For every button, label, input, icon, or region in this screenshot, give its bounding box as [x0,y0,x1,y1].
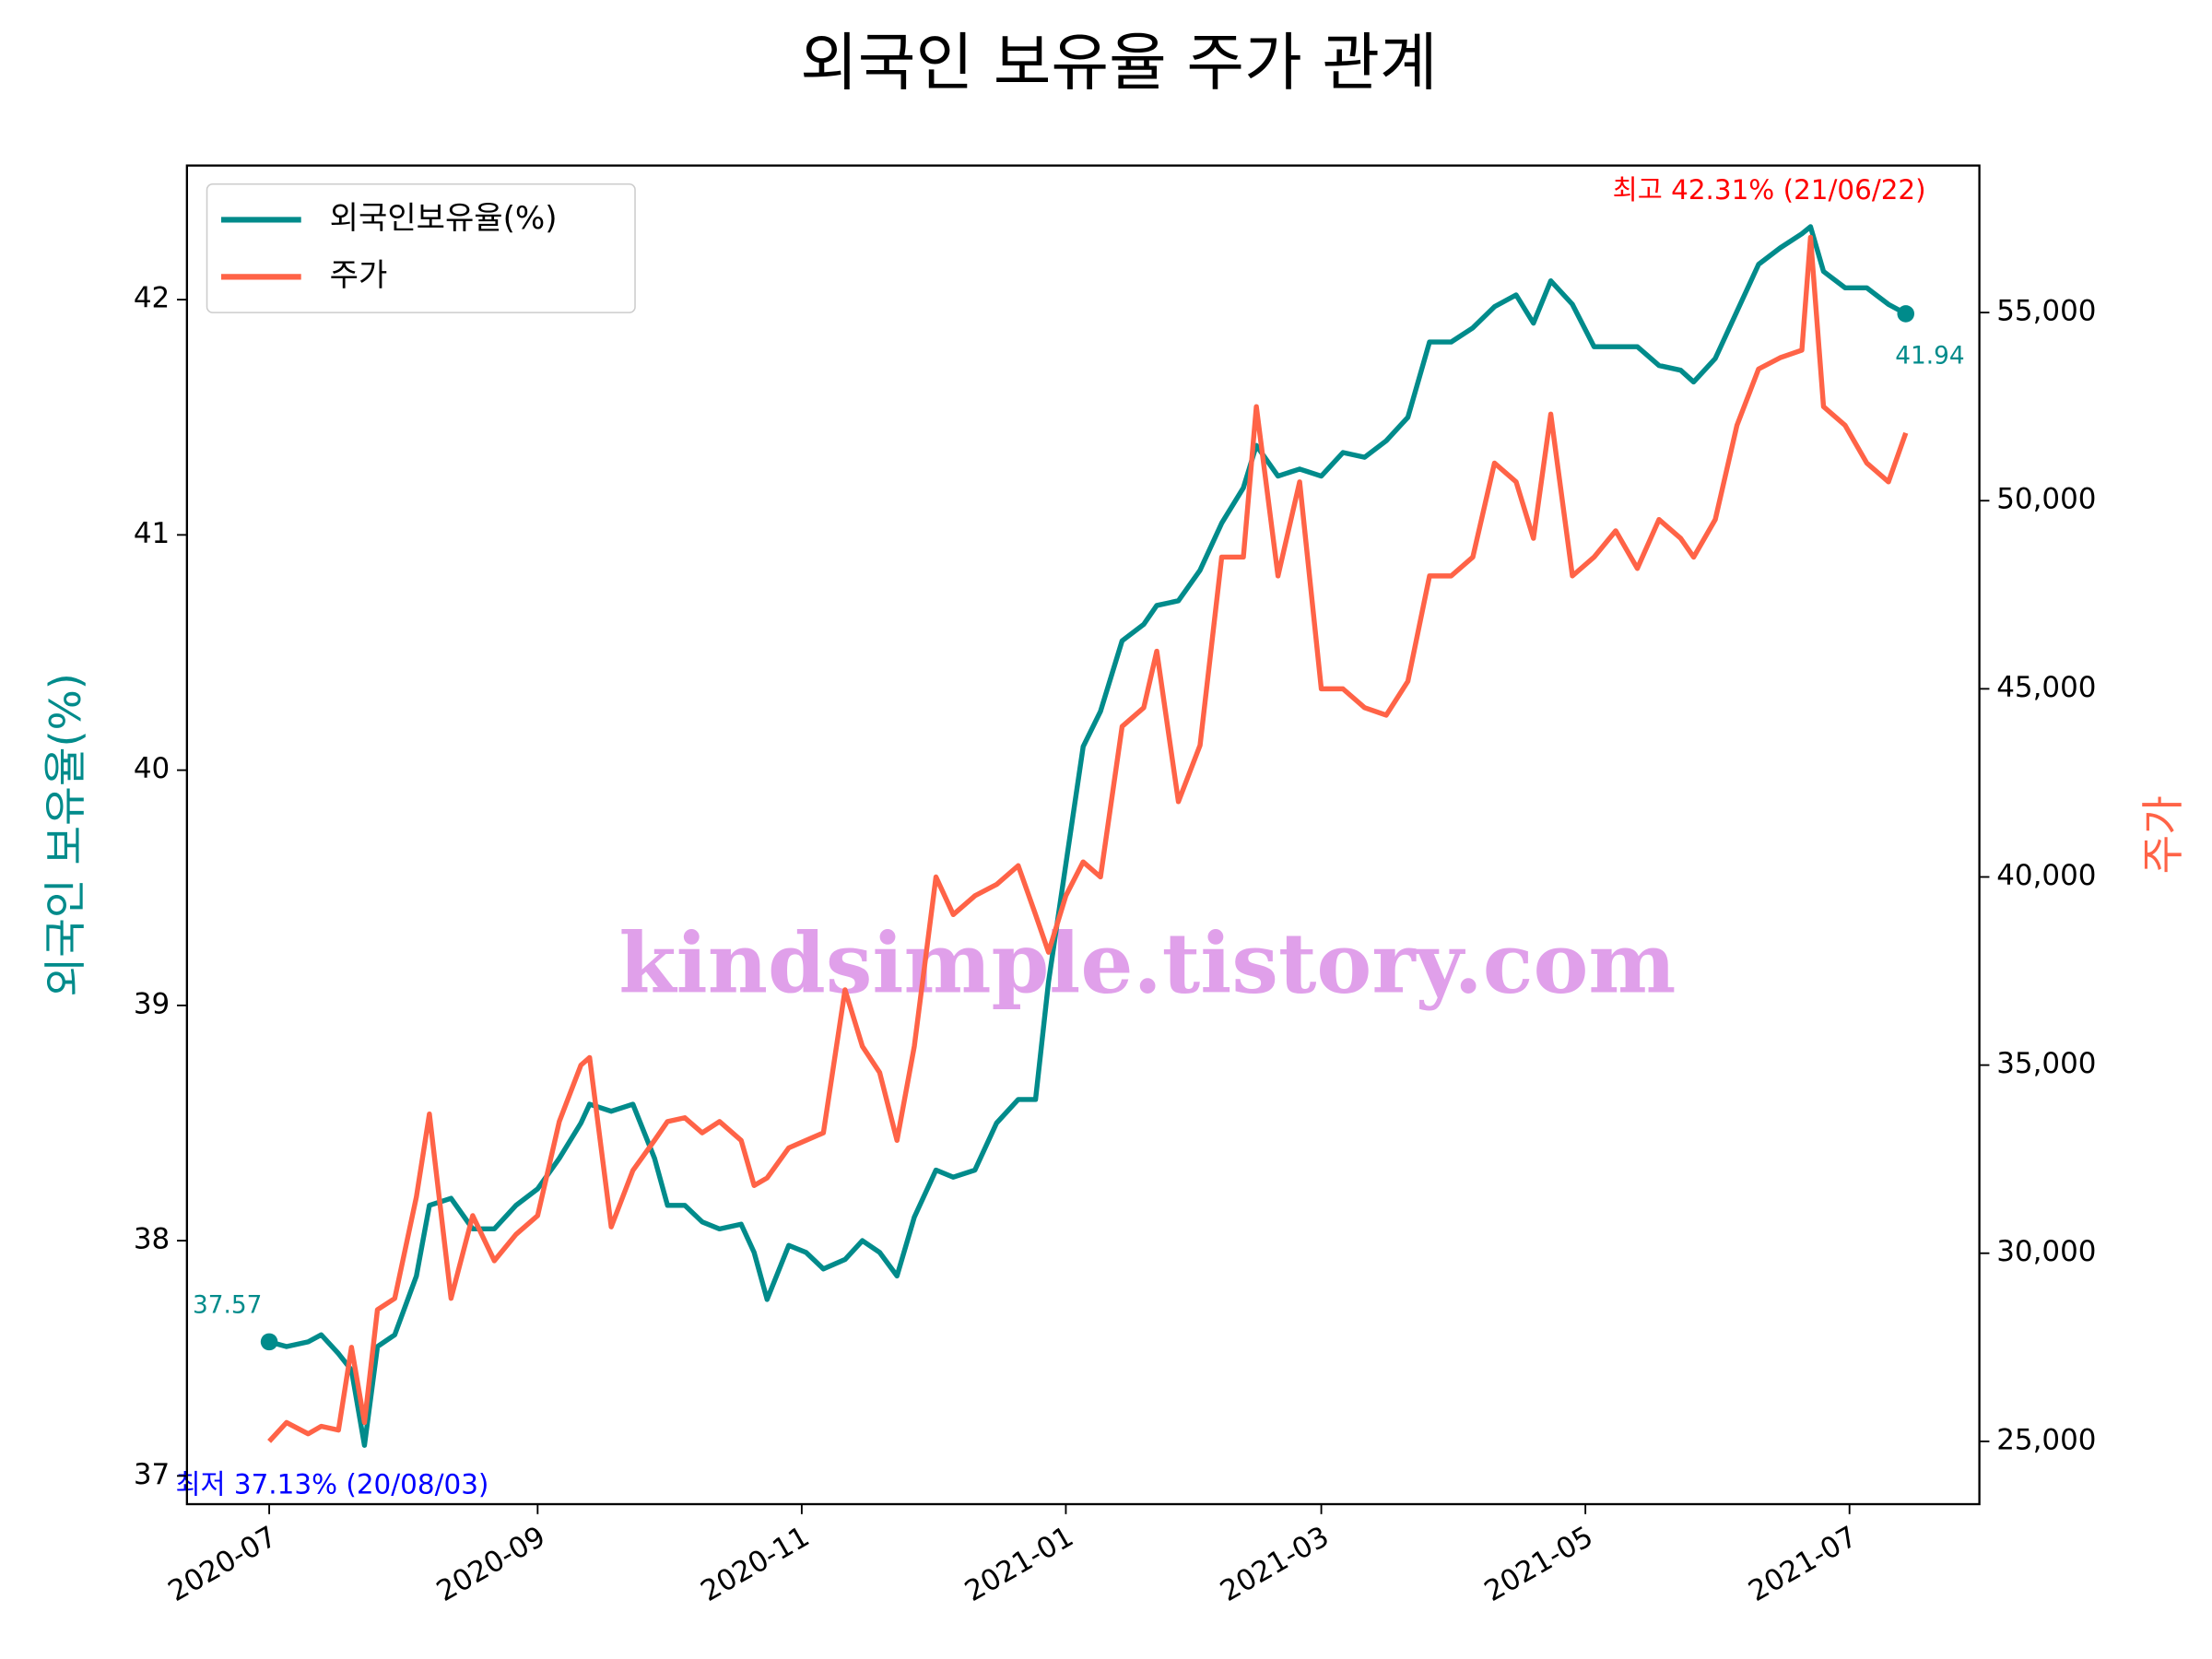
end-annotation: 41.94 [1895,343,1964,371]
y2-tick-label: 55,000 [1996,295,2096,328]
y2-tick-label: 50,000 [1996,483,2096,516]
plot-frame [185,164,1981,1506]
y2-axis-label: 주가 [2138,795,2188,874]
legend-box [206,182,636,313]
endpoint-marker [1897,305,1915,323]
min-annotation: 최저 37.13% (20/08/03) [175,1468,488,1500]
series-line [268,224,1908,1448]
max-annotation: 최고 42.31% (21/06/22) [1613,174,1926,206]
x-tick-label: 2021-07 [1743,1520,1863,1608]
y-tick-label: 42 [134,282,170,315]
x-tick-label: 2021-03 [1215,1520,1335,1608]
y-tick-label: 37 [134,1458,170,1491]
x-tick-label: 2021-01 [959,1520,1079,1608]
y2-tick-label: 35,000 [1996,1047,2096,1080]
y2-tick-label: 40,000 [1996,859,2096,892]
chart-title: 외국인 보유율 주가 관계 [800,27,1438,100]
watermark: kindsimple.tistory.com [618,915,1676,1012]
x-tick-label: 2020-11 [695,1520,815,1608]
legend-label: 주가 [330,257,388,294]
x-tick-label: 2021-05 [1479,1520,1599,1608]
y-tick-label: 40 [134,752,170,785]
y-axis-label: 외국인 보유율(%) [41,673,90,996]
legend-label: 외국인보유율(%) [330,200,558,237]
y-tick-label: 39 [134,987,170,1020]
start-annotation: 37.57 [193,1291,262,1319]
x-tick-label: 2020-09 [431,1520,551,1608]
endpoint-marker [260,1333,278,1351]
y2-tick-label: 25,000 [1996,1423,2096,1456]
series-line [267,234,1909,1443]
x-tick-label: 2020-07 [163,1520,283,1608]
y2-tick-label: 45,000 [1996,671,2096,704]
y-tick-label: 41 [134,517,170,550]
y2-tick-label: 30,000 [1996,1235,2096,1268]
y-tick-label: 38 [134,1223,170,1256]
